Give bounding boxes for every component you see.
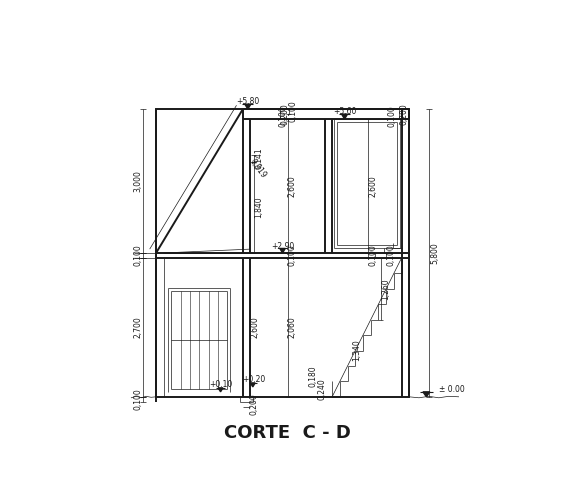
- Text: 0,200: 0,200: [399, 103, 408, 125]
- Text: 3,000: 3,000: [133, 170, 142, 192]
- Text: 0,919: 0,919: [247, 157, 268, 180]
- Text: 2,600: 2,600: [369, 175, 378, 197]
- Text: ± 0.00: ± 0.00: [439, 385, 465, 394]
- Text: 0,100: 0,100: [369, 245, 378, 266]
- Text: 0,180: 0,180: [309, 365, 318, 387]
- Text: 2,600: 2,600: [251, 316, 260, 338]
- Text: 2,700: 2,700: [133, 316, 142, 338]
- Text: 0,100: 0,100: [278, 106, 287, 127]
- Text: 0,100: 0,100: [133, 245, 142, 266]
- Polygon shape: [280, 248, 285, 253]
- Text: 0,240: 0,240: [318, 378, 327, 400]
- Text: 1,340: 1,340: [352, 339, 361, 361]
- Text: +0.10: +0.10: [209, 380, 232, 389]
- Text: 0,100: 0,100: [289, 101, 298, 123]
- Text: CORTE  C - D: CORTE C - D: [224, 424, 351, 441]
- Polygon shape: [245, 104, 251, 109]
- Text: 1,260: 1,260: [381, 278, 390, 300]
- Text: 1,840: 1,840: [254, 196, 263, 218]
- Text: 0,200: 0,200: [250, 393, 259, 415]
- Polygon shape: [250, 383, 255, 387]
- Text: 5,800: 5,800: [430, 242, 439, 264]
- Text: +5.60: +5.60: [333, 107, 356, 116]
- Bar: [156, 109, 409, 397]
- Polygon shape: [423, 392, 430, 397]
- Polygon shape: [218, 388, 223, 392]
- Text: 0,100: 0,100: [288, 245, 297, 266]
- Text: +5.80: +5.80: [236, 97, 259, 106]
- Text: 0,100: 0,100: [386, 245, 395, 266]
- Text: 2,060: 2,060: [288, 316, 297, 338]
- Text: +0.20: +0.20: [243, 375, 266, 384]
- Text: 0,100: 0,100: [387, 106, 396, 127]
- Text: 0,100: 0,100: [133, 388, 142, 410]
- Text: +2.90: +2.90: [271, 242, 294, 250]
- Text: 0,200: 0,200: [280, 103, 289, 125]
- Polygon shape: [342, 114, 347, 119]
- Text: 2,600: 2,600: [288, 175, 297, 197]
- Text: 0,141: 0,141: [254, 147, 263, 169]
